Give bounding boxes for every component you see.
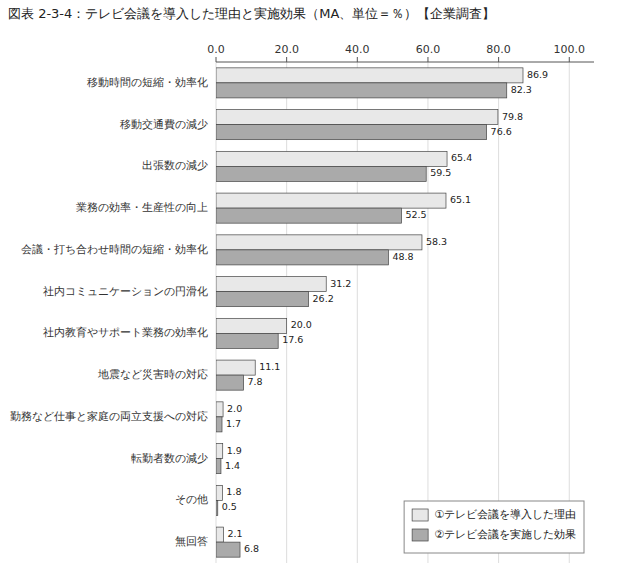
- bar: [216, 485, 222, 500]
- bar: [216, 444, 223, 459]
- tick-label: 60.0: [416, 43, 441, 56]
- data-label: 48.8: [392, 251, 413, 262]
- category-label: 社内コミュニケーションの円滑化: [43, 285, 208, 298]
- bar: [216, 292, 309, 307]
- grid: [216, 62, 569, 563]
- bar: [216, 125, 487, 140]
- category-label: 業務の効率・生産性の向上: [76, 201, 208, 214]
- category-label: 移動時間の短縮・効率化: [87, 76, 208, 89]
- data-label: 52.5: [405, 209, 426, 220]
- data-label: 31.2: [330, 278, 351, 289]
- bars: [216, 68, 523, 557]
- category-label: 社内教育やサポート業務の効率化: [43, 326, 208, 339]
- data-label: 79.8: [502, 111, 523, 122]
- data-label: 58.3: [426, 236, 447, 247]
- bar: [216, 402, 223, 417]
- category-label: その他: [175, 493, 208, 506]
- bar: [216, 250, 388, 265]
- bar: [216, 277, 326, 292]
- bar: [216, 527, 223, 542]
- bar: [216, 83, 507, 98]
- data-label: 20.0: [291, 319, 312, 330]
- bar: [216, 500, 218, 515]
- category-label: 出張数の減少: [142, 159, 208, 172]
- bar: [216, 318, 287, 333]
- bar: [216, 235, 422, 250]
- bar: [216, 417, 222, 432]
- data-label: 2.1: [227, 528, 242, 539]
- title: 図表 2-3-4：テレビ会議を導入した理由と実施効果（MA、単位＝％）【企業調査…: [8, 6, 495, 21]
- bar: [216, 360, 255, 375]
- chart: 図表 2-3-4：テレビ会議を導入した理由と実施効果（MA、単位＝％）【企業調査…: [0, 0, 618, 577]
- tick-mark: [216, 57, 217, 62]
- data-label: 1.9: [227, 445, 242, 456]
- data-label: 2.0: [227, 403, 242, 414]
- tick-mark: [498, 57, 499, 62]
- category-label: 転勤者数の減少: [131, 452, 208, 465]
- category-label: 移動交通費の減少: [120, 118, 208, 131]
- data-label: 6.8: [244, 543, 259, 554]
- tick-mark: [286, 57, 287, 62]
- data-label: 82.3: [511, 84, 532, 95]
- bar: [216, 375, 244, 390]
- bar: [216, 208, 401, 223]
- bar: [216, 166, 426, 181]
- bar: [216, 333, 278, 348]
- bar: [216, 151, 447, 166]
- data-labels: 86.9 79.8 65.4 65.1 58.3 31.2 20.0 11.1 2.0 1.9 1.…: [222, 69, 548, 554]
- bar: [216, 542, 240, 557]
- tick-label: 20.0: [274, 43, 299, 56]
- category-label: 会議・打ち合わせ時間の短縮・効率化: [21, 243, 208, 256]
- data-label: 65.1: [450, 194, 471, 205]
- category-label: 無回答: [175, 535, 208, 548]
- tick-label: 40.0: [345, 43, 370, 56]
- data-label: 1.8: [226, 486, 241, 497]
- grid-line: [569, 62, 570, 563]
- tick-mark: [427, 57, 428, 62]
- data-label: 11.1: [259, 361, 280, 372]
- tick-mark: [357, 57, 358, 62]
- legend-label: ①テレビ会議を導入した理由: [434, 508, 576, 521]
- bar: [216, 68, 523, 83]
- data-label: 59.5: [430, 167, 451, 178]
- data-label: 7.8: [248, 376, 263, 387]
- data-label: 0.5: [222, 501, 237, 512]
- category-label: 勤務など仕事と家庭の両立支援への対応: [10, 410, 208, 423]
- tick-label: 100.0: [554, 43, 586, 56]
- tick-label: 0.0: [207, 43, 225, 56]
- bar: [216, 459, 221, 474]
- data-label: 1.4: [225, 460, 240, 471]
- data-label: 17.6: [282, 334, 303, 345]
- tick-mark: [569, 57, 570, 62]
- bar: [216, 110, 498, 125]
- grid-line: [498, 62, 499, 563]
- x-axis-line: [216, 62, 594, 63]
- bar: [216, 193, 446, 208]
- legend-swatch: [412, 509, 428, 521]
- data-label: 26.2: [313, 293, 334, 304]
- tick-label: 80.0: [486, 43, 511, 56]
- legend-swatch: [412, 529, 428, 541]
- legend-frame: [404, 501, 584, 553]
- data-label: 65.4: [451, 152, 472, 163]
- category-label: 地震など災害時の対応: [97, 368, 208, 381]
- data-label: 1.7: [226, 418, 241, 429]
- legend: ①テレビ会議を導入した理由 ②テレビ会議を実施した効果: [404, 501, 584, 553]
- data-label: 86.9: [527, 69, 548, 80]
- data-label: 76.6: [491, 126, 512, 137]
- legend-label: ②テレビ会議を実施した効果: [434, 528, 576, 541]
